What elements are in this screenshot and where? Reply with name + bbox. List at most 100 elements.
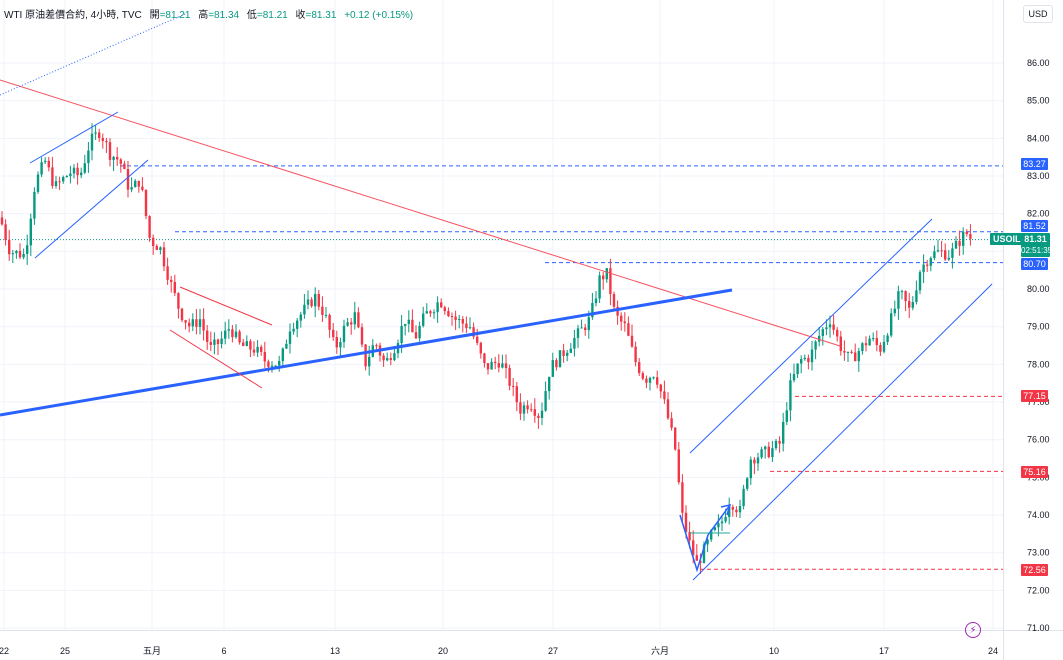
y-tick-label: 84.00 — [1027, 133, 1050, 143]
x-tick-label: 22 — [0, 646, 9, 656]
candle-body — [508, 368, 511, 386]
red-trendline — [0, 79, 841, 347]
candle-body — [609, 268, 612, 295]
candle-body — [832, 324, 835, 330]
candle-body — [213, 339, 216, 345]
candle-body — [839, 336, 842, 352]
price-label-81-52: 81.52 — [1021, 220, 1048, 232]
candle-body — [933, 251, 936, 259]
low-label: 低 — [246, 10, 257, 21]
candle-body — [562, 350, 565, 356]
candle-body — [767, 446, 770, 458]
candle-body — [65, 176, 68, 178]
x-tick-label: 六月 — [651, 645, 669, 656]
candle-body — [728, 506, 731, 517]
candle-body — [389, 358, 392, 361]
candle-body — [422, 313, 425, 326]
x-tick-label: 20 — [438, 646, 448, 656]
candle-body — [436, 302, 439, 313]
candle-body — [188, 322, 191, 327]
channel-lower-1 — [34, 159, 149, 259]
candle-body — [958, 241, 961, 246]
candle-body — [249, 341, 252, 350]
price-label-72-56: 72.56 — [1021, 564, 1048, 576]
candle-body — [40, 162, 43, 175]
candle-body — [584, 327, 587, 331]
candle-body — [699, 560, 702, 563]
candle-body — [717, 523, 720, 528]
candle-body — [648, 377, 652, 383]
candle-body — [461, 318, 464, 324]
lightning-icon[interactable]: ⚡ — [965, 622, 981, 638]
candles — [0, 123, 972, 574]
candle-body — [908, 301, 911, 308]
candle-body — [36, 174, 40, 192]
candle-body — [965, 231, 968, 235]
candle-body — [807, 357, 810, 363]
candle-body — [519, 402, 522, 414]
candle-body — [623, 321, 626, 324]
candle-body — [569, 348, 572, 353]
candle-body — [350, 322, 353, 325]
x-tick-label: 五月 — [143, 646, 161, 656]
candle-body — [706, 539, 709, 545]
candle-body — [483, 353, 486, 364]
candle-body — [566, 352, 569, 356]
symbol-info: WTI 原油差價合約, 4小時, TVC — [4, 10, 142, 21]
candle-body — [292, 328, 295, 332]
candle-body — [112, 156, 115, 160]
candle-body — [440, 302, 443, 308]
candle-body — [886, 335, 889, 342]
candle-body — [285, 343, 288, 349]
candle-body — [789, 380, 792, 411]
candle-body — [497, 363, 500, 368]
currency-button[interactable]: USD — [1023, 5, 1053, 23]
candle-body — [782, 421, 785, 444]
close-label: 收 — [295, 10, 306, 21]
candle-body — [692, 540, 695, 556]
candle-body — [270, 365, 274, 367]
candle-body — [796, 363, 799, 375]
candle-body — [321, 306, 324, 315]
candle-body — [141, 186, 144, 190]
candle-body — [400, 325, 403, 344]
candle-body — [465, 323, 468, 329]
candle-body — [656, 377, 659, 385]
candle-body — [299, 314, 302, 321]
candle-body — [4, 224, 7, 240]
candle-body — [918, 272, 922, 291]
candle-body — [591, 303, 594, 318]
candle-body — [479, 342, 482, 354]
candle-body — [576, 328, 580, 338]
low-value: =81.21 — [256, 10, 288, 21]
candle-body — [76, 167, 79, 176]
red-channel-upper — [179, 286, 273, 326]
channel-upper-2 — [689, 218, 933, 454]
candle-body — [825, 327, 828, 330]
candle-body — [742, 488, 745, 506]
candle-body — [368, 356, 371, 367]
candle-body — [177, 293, 180, 309]
candle-body — [731, 506, 734, 510]
candle-body — [144, 189, 148, 217]
candle-body — [256, 346, 259, 353]
price-label-75-16: 75.16 — [1021, 466, 1048, 478]
candle-body — [303, 304, 306, 315]
candle-body — [450, 315, 454, 317]
candle-body — [54, 181, 58, 186]
candle-body — [638, 362, 641, 374]
candle-body — [738, 505, 742, 513]
candle-body — [278, 360, 281, 366]
candle-body — [94, 132, 97, 134]
x-tick-label: 27 — [548, 646, 558, 656]
candle-body — [216, 339, 220, 345]
time-axis: 22 25 五月 6 13 20 27 六月 10 17 24 — [0, 645, 998, 656]
candle-body — [173, 281, 176, 294]
y-tick-label: 83.00 — [1027, 171, 1050, 181]
candle-body — [58, 181, 61, 183]
candle-body — [123, 163, 126, 169]
candle-body — [47, 160, 50, 168]
candle-body — [162, 247, 166, 267]
candle-body — [558, 350, 562, 368]
